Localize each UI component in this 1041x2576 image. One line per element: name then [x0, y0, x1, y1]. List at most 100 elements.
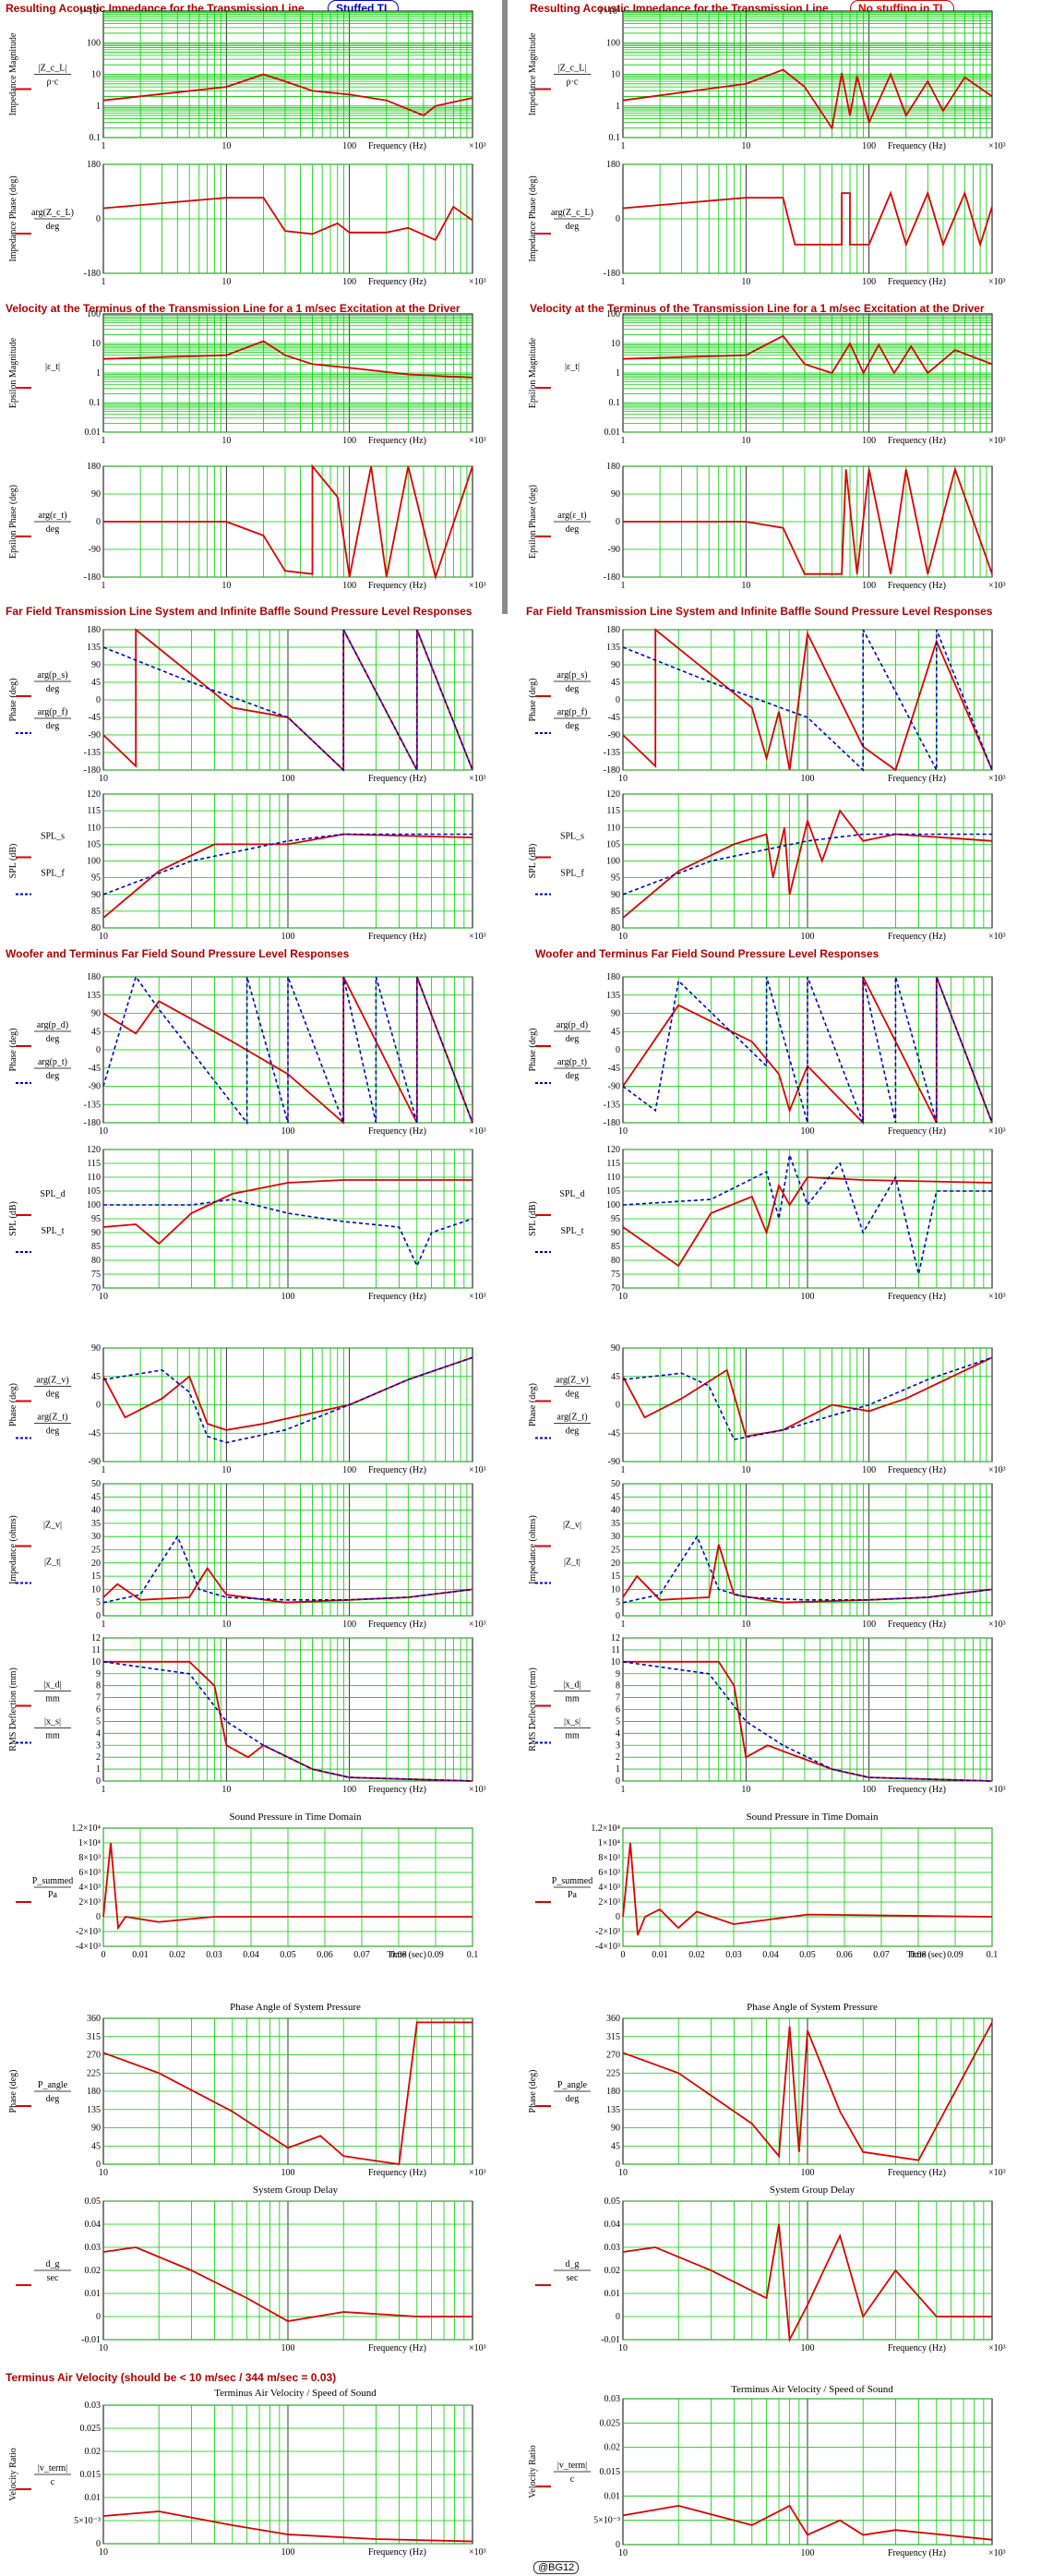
y-axis-label: SPL (dB) [8, 1201, 18, 1236]
legend-denominator: deg [46, 2094, 59, 2104]
x-axis-label: Time (sec) [906, 1950, 946, 1960]
x-tick-label: 100 [801, 1292, 815, 1302]
x-axis-label: Frequency (Hz) [888, 1292, 946, 1302]
y-tick-label: 120 [606, 789, 620, 800]
x-tick-label: 100 [801, 2548, 815, 2558]
series-line [102, 975, 473, 1125]
x-tick-label: 100 [342, 277, 356, 287]
y-tick-label: 9 [96, 1669, 101, 1679]
legend-label: SPL_t [560, 1226, 583, 1236]
y-tick-label: 0.05 [85, 2197, 102, 2207]
y-tick-label: 85 [91, 907, 101, 917]
y-tick-label: 0 [616, 2160, 620, 2170]
x-tick-label: 0.01 [652, 1950, 668, 1960]
y-tick-label: 0.03 [604, 2243, 621, 2253]
chart-L-wspl: 10 100 ×10³ 70 75 80 85 90 95 100 105 110 115 120 Freq… [8, 1145, 486, 1302]
y-tick-label: 11 [91, 1645, 101, 1655]
x-tick-label: 1 [102, 1785, 106, 1795]
y-tick-label: 3 [96, 1740, 101, 1751]
legend-label: arg(p_t) [38, 1057, 67, 1067]
y-tick-label: 180 [87, 972, 101, 982]
x-tick-label: 10 [99, 774, 108, 784]
legend-label: arg(p_t) [557, 1057, 587, 1067]
x-tick-label: 10 [741, 1465, 750, 1475]
series-line [102, 340, 473, 379]
series-line [622, 1535, 993, 1604]
x-tick-label: 10 [618, 2548, 628, 2558]
series-line [622, 628, 993, 772]
y-tick-label: 20 [91, 1559, 101, 1569]
y-tick-label: 45 [91, 1492, 101, 1502]
x-tick-label: 10 [618, 932, 628, 942]
y-tick-label: 4 [96, 1728, 101, 1739]
x-axis-label: Frequency (Hz) [368, 1619, 426, 1630]
y-tick-label: 80 [611, 923, 620, 933]
y-tick-label: 5×10⁻³ [74, 2516, 101, 2526]
y-tick-label: -45 [89, 1064, 101, 1074]
series-line [102, 1356, 473, 1444]
legend-label: SPL_f [41, 869, 65, 879]
y-tick-label: 3 [616, 1740, 620, 1751]
x-tick-label: ×10³ [469, 1619, 486, 1630]
y-tick-label: -90 [608, 730, 620, 740]
series-line [622, 1151, 992, 1275]
series-line [622, 1176, 993, 1268]
y-tick-label: 1 [616, 102, 620, 112]
legend-denominator: c [570, 2474, 575, 2485]
series-line [102, 2510, 473, 2543]
y-tick-label: -90 [89, 1457, 101, 1467]
y-tick-label: 105 [606, 839, 620, 849]
y-tick-label: 90 [91, 489, 101, 500]
x-tick-label: 10 [741, 1785, 750, 1795]
x-axis-label: Frequency (Hz) [368, 932, 426, 942]
x-tick-label: 0.06 [317, 1950, 333, 1960]
y-tick-label: 0.02 [85, 2447, 102, 2457]
y-tick-label: -0.01 [81, 2335, 101, 2345]
y-axis-label: Phase (deg) [8, 2070, 18, 2113]
y-tick-label: 0 [96, 1611, 101, 1621]
x-tick-label: 10 [618, 1126, 628, 1137]
y-tick-label: 40 [611, 1506, 620, 1516]
x-tick-label: 100 [862, 1465, 876, 1475]
x-tick-label: ×10³ [469, 436, 486, 446]
chart-R-pang: 10 100 ×10³ 0 45 90 135 180 225 270 315 360 Frequenc… [528, 2014, 1006, 2178]
y-tick-label: 1×10³ [598, 6, 620, 17]
legend-denominator: Pa [568, 1890, 578, 1900]
x-tick-label: 100 [281, 1126, 295, 1137]
series-line [102, 73, 473, 117]
legend-denominator: deg [46, 524, 59, 535]
y-tick-label: 45 [91, 1027, 101, 1037]
x-tick-label: 1 [102, 141, 106, 151]
legend-label: SPL_d [40, 1189, 65, 1199]
y-tick-label: 0.03 [604, 2394, 621, 2404]
x-tick-label: 1 [621, 277, 626, 287]
y-tick-label: 6×10³ [78, 1868, 101, 1878]
x-tick-label: 1 [102, 1465, 106, 1475]
legend-denominator: deg [566, 684, 579, 694]
x-tick-label: ×10³ [988, 1619, 1006, 1630]
y-tick-label: 90 [611, 2124, 620, 2134]
x-tick-label: 100 [862, 581, 876, 591]
chart-R-wphase: 10 100 ×10³ -180 -135 -90 -45 0 45 90 135 180 Freque… [528, 972, 1006, 1137]
x-tick-label: 100 [281, 932, 295, 942]
y-tick-label: 90 [611, 660, 620, 670]
y-tick-label: 90 [91, 1009, 101, 1019]
legend-denominator: mm [565, 1731, 580, 1741]
x-tick-label: 10 [99, 1292, 108, 1302]
y-tick-label: 90 [611, 1343, 620, 1354]
series-line [102, 976, 473, 1125]
y-tick-label: 0 [96, 695, 101, 705]
x-tick-label: ×10³ [469, 581, 486, 591]
legend-label: arg(Z_v) [36, 1376, 68, 1386]
legend-denominator: sec [567, 2273, 579, 2283]
x-tick-label: 100 [862, 1619, 876, 1630]
chart-L-zphase2: 1 10 100 ×10³ -90 -45 0 45 90 Frequency (Hz) Phase… [8, 1343, 486, 1475]
y-tick-label: 0.01 [85, 427, 102, 438]
y-tick-label: 135 [606, 991, 620, 1001]
x-tick-label: 100 [281, 2547, 295, 2558]
plot-title-phase-angle-right: Phase Angle of System Pressure [747, 2002, 878, 2013]
y-tick-label: -45 [89, 713, 101, 723]
